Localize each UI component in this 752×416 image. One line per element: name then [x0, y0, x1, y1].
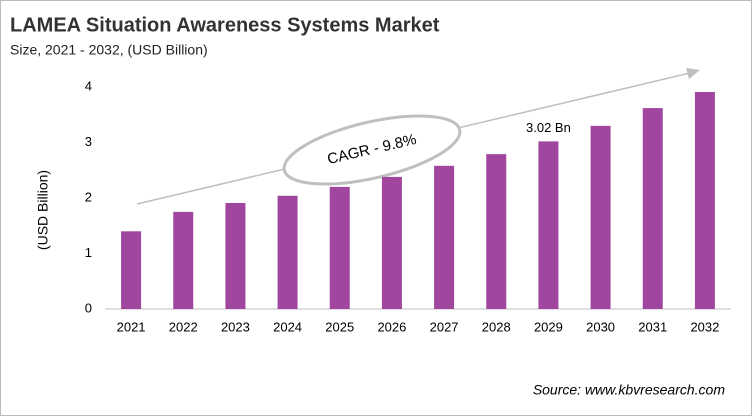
- bar: [329, 186, 350, 309]
- chart-subtitle: Size, 2021 - 2032, (USD Billion): [10, 42, 208, 58]
- chart-title: LAMEA Situation Awareness Systems Market: [10, 14, 440, 36]
- y-tick-label: 3: [85, 134, 92, 149]
- x-tick-label: 2021: [117, 319, 146, 334]
- bar: [173, 211, 194, 309]
- bar: [225, 202, 246, 309]
- x-tick-label: 2032: [690, 319, 719, 334]
- y-axis-label: (USD Billion): [35, 170, 51, 250]
- bar: [538, 141, 559, 309]
- bar: [694, 91, 715, 310]
- x-tick-label: 2024: [273, 319, 302, 334]
- y-tick-label: 2: [85, 189, 92, 204]
- y-tick-label: 1: [85, 245, 92, 260]
- x-tick-label: 2031: [638, 319, 667, 334]
- bar: [642, 108, 663, 309]
- bar: [434, 165, 455, 309]
- x-tick-label: 2029: [534, 319, 563, 334]
- bar: [277, 195, 298, 309]
- x-tick-label: 2023: [221, 319, 250, 334]
- bar: [590, 125, 611, 309]
- source: Source: www.kbvresearch.com: [533, 382, 726, 398]
- x-tick-label: 2028: [482, 319, 511, 334]
- x-tick-label: 2022: [169, 319, 198, 334]
- bar: [121, 231, 142, 309]
- x-tick-label: 2026: [377, 319, 406, 334]
- value-label: 3.02 Bn: [526, 120, 571, 135]
- cagr-ellipse: [282, 114, 462, 186]
- arrow-head: [686, 68, 700, 79]
- bar: [381, 176, 402, 309]
- y-tick-label: 0: [85, 300, 92, 315]
- x-tick-label: 2027: [430, 319, 459, 334]
- x-tick-label: 2025: [325, 319, 354, 334]
- bar: [486, 154, 507, 309]
- y-tick-label: 4: [85, 78, 92, 93]
- x-tick-label: 2030: [586, 319, 615, 334]
